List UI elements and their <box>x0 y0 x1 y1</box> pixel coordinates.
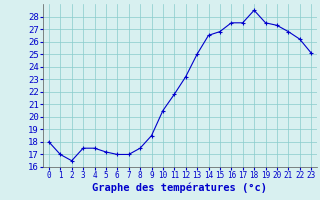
X-axis label: Graphe des températures (°c): Graphe des températures (°c) <box>92 183 268 193</box>
